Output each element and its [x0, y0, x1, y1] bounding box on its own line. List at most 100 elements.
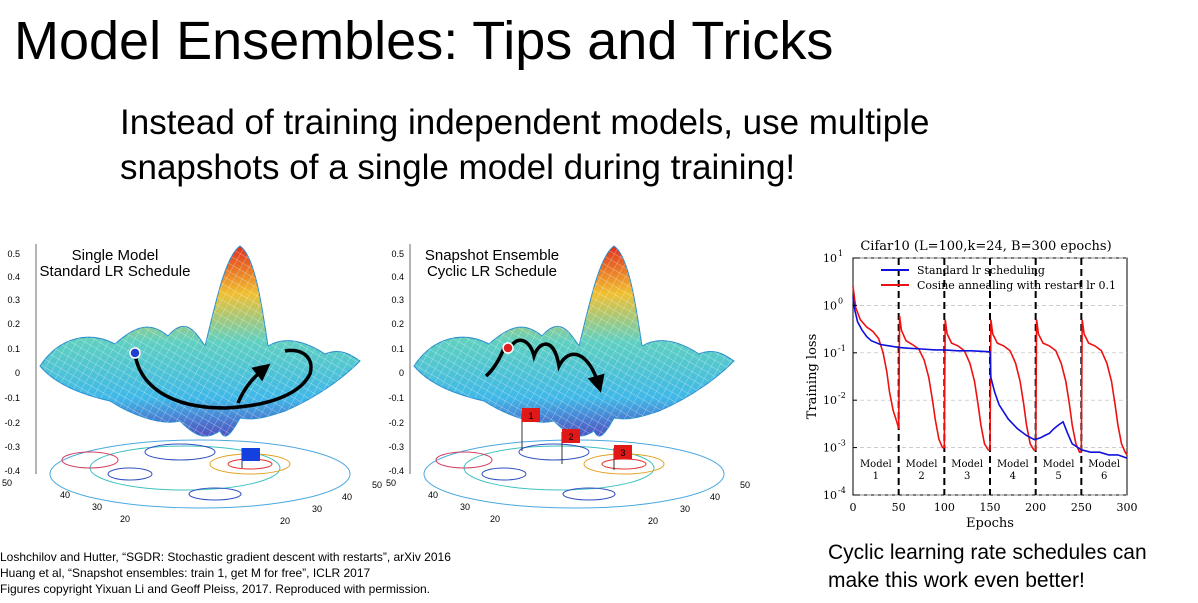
- y-tick: 30: [680, 504, 690, 514]
- flag-label: 2: [568, 432, 573, 442]
- x-tick: 40: [428, 490, 438, 500]
- flag-label: 1: [528, 411, 533, 421]
- y-tick-exponent: -1: [838, 344, 846, 353]
- legend-label: Standard lr scheduling: [917, 264, 1045, 277]
- citation: Huang et al, “Snapshot ensembles: train …: [0, 566, 371, 580]
- loss-surface-figures: 0.5 0.4 0.3 0.2 0.1 0 -0.1 -0.2 -0.3 -0.…: [2, 244, 750, 526]
- x-tick: 20: [490, 514, 500, 524]
- z-tick: -0.1: [388, 393, 404, 403]
- z-tick: 0.2: [7, 319, 20, 329]
- y-axis-label: Training loss: [805, 334, 820, 419]
- caption-line: make this work even better!: [828, 569, 1085, 592]
- series-lines: [852, 286, 1128, 459]
- model-number: 5: [1055, 471, 1061, 482]
- z-tick: 0.1: [391, 344, 404, 354]
- x-tick: 50: [386, 478, 396, 488]
- snapshot-trajectory: [484, 338, 599, 386]
- z-tick: 0.1: [7, 344, 20, 354]
- x-tick-label: 50: [892, 501, 906, 514]
- contour-floor: [49, 439, 351, 509]
- y-tick-exponent: 0: [838, 296, 843, 305]
- model-number: 1: [873, 471, 879, 482]
- x-tick: 40: [60, 490, 70, 500]
- training-trajectory: [133, 348, 313, 410]
- surface-plot-single: 0.5 0.4 0.3 0.2 0.1 0 -0.1 -0.2 -0.3 -0.…: [2, 244, 382, 526]
- y-tick: 30: [312, 504, 322, 514]
- citation: Figures copyright Yixuan Li and Geoff Pl…: [0, 582, 431, 596]
- contour-floor: [423, 439, 725, 509]
- panel-label: Standard LR Schedule: [40, 263, 191, 280]
- y-tick: 40: [342, 492, 352, 502]
- z-tick: 0: [15, 368, 20, 378]
- start-point: [502, 342, 514, 354]
- x-tick-label: 100: [934, 501, 955, 514]
- flag-label: 3: [620, 448, 625, 458]
- caption-line: Cyclic learning rate schedules can: [828, 541, 1147, 564]
- y-tick: 20: [280, 516, 290, 526]
- z-tick: -0.3: [388, 442, 404, 452]
- y-tick: 40: [710, 492, 720, 502]
- y-tick-exponent: -3: [838, 439, 846, 448]
- surface-plot-snapshot: 0.5 0.4 0.3 0.2 0.1 0 -0.1 -0.2 -0.3 -0.…: [386, 244, 750, 526]
- model-number: 2: [918, 471, 924, 482]
- x-tick-label: 250: [1071, 501, 1092, 514]
- model-label: Model: [1088, 459, 1120, 470]
- slide-title: Model Ensembles: Tips and Tricks: [14, 11, 834, 71]
- subtitle-line: snapshots of a single model during train…: [120, 148, 796, 187]
- x-tick: 30: [92, 502, 102, 512]
- z-tick: -0.2: [4, 418, 20, 428]
- y-tick-label: 10: [823, 252, 837, 265]
- panel-label: Cyclic LR Schedule: [427, 263, 557, 280]
- model-label: Model: [997, 459, 1029, 470]
- x-axis-label: Epochs: [966, 516, 1014, 531]
- model-label: Model: [906, 459, 938, 470]
- y-tick-label: 10: [823, 347, 837, 360]
- z-tick: 0.5: [7, 249, 20, 259]
- z-tick: 0.3: [7, 295, 20, 305]
- y-tick-label: 10: [823, 394, 837, 407]
- model-number: 6: [1101, 471, 1107, 482]
- chart-title: Cifar10 (L=100,k=24, B=300 epochs): [860, 239, 1111, 254]
- z-tick: -0.4: [388, 466, 404, 476]
- y-tick-exponent: 1: [838, 249, 843, 258]
- y-tick-label: 10: [823, 299, 837, 312]
- z-tick: -0.2: [388, 418, 404, 428]
- citations: Loshchilov and Hutter, “SGDR: Stochastic…: [0, 549, 451, 597]
- legend-label: Cosine annealing with restart lr 0.1: [917, 279, 1116, 292]
- z-tick: 0.3: [391, 295, 404, 305]
- subtitle-line: Instead of training independent models, …: [120, 103, 930, 142]
- x-tick: 50: [2, 478, 12, 488]
- model-label: Model: [951, 459, 983, 470]
- z-tick: -0.3: [4, 442, 20, 452]
- y-tick: 50: [372, 480, 382, 490]
- y-tick-exponent: -2: [838, 391, 846, 400]
- z-tick: -0.1: [4, 393, 20, 403]
- caption: Cyclic learning rate schedules can make …: [828, 539, 1147, 595]
- slide-subtitle: Instead of training independent models, …: [120, 100, 929, 190]
- z-tick: 0.2: [391, 319, 404, 329]
- model-number: 3: [964, 471, 970, 482]
- model-label: Model: [1043, 459, 1075, 470]
- x-tick-label: 300: [1117, 501, 1138, 514]
- z-axis: 0.5 0.4 0.3 0.2 0.1 0 -0.1 -0.2 -0.3 -0.…: [4, 244, 37, 476]
- z-tick: -0.4: [4, 466, 20, 476]
- snapshot-flag-2: 2: [561, 429, 580, 464]
- restart-lines: [897, 258, 1083, 495]
- panel-label: Single Model: [72, 247, 159, 264]
- snapshot-flag-1: 1: [521, 408, 540, 451]
- y-tick-label: 10: [823, 489, 837, 502]
- x-tick-label: 150: [980, 501, 1001, 514]
- x-tick: 30: [460, 502, 470, 512]
- z-tick: 0.5: [391, 249, 404, 259]
- training-loss-chart: Cifar10 (L=100,k=24, B=300 epochs) Model…: [805, 239, 1138, 531]
- z-tick: 0: [399, 368, 404, 378]
- x-tick-label: 0: [850, 501, 857, 514]
- x-axis-ticks: 0 50 100 150 200 250 300: [850, 491, 1138, 514]
- start-point: [129, 347, 141, 359]
- final-model-flag: [241, 448, 260, 468]
- snapshot-flag-3: 3: [613, 445, 632, 470]
- y-tick-label: 10: [823, 442, 837, 455]
- x-tick: 20: [120, 514, 130, 524]
- legend: Standard lr scheduling Cosine annealing w…: [881, 264, 1116, 292]
